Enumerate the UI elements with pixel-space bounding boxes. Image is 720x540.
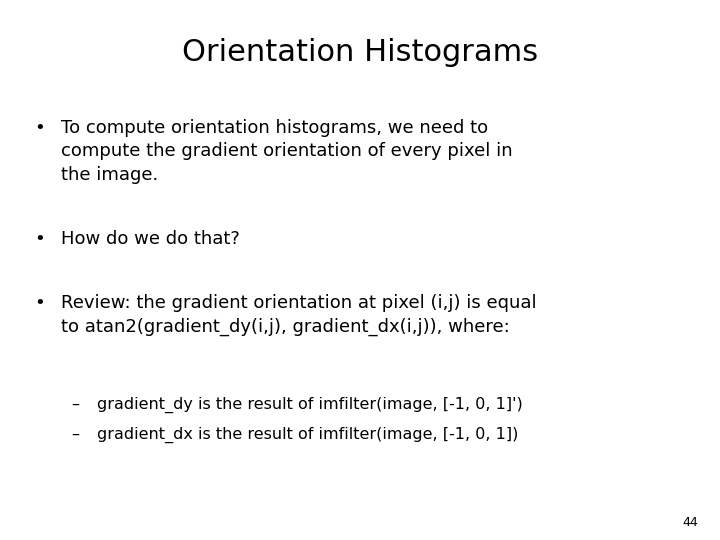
Text: gradient_dy is the result of imfilter(image, [-1, 0, 1]'): gradient_dy is the result of imfilter(im… — [97, 397, 523, 413]
Text: gradient_dx is the result of imfilter(image, [-1, 0, 1]): gradient_dx is the result of imfilter(im… — [97, 427, 518, 443]
Text: Review: the gradient orientation at pixel (i,j) is equal
to atan2(gradient_dy(i,: Review: the gradient orientation at pixe… — [61, 294, 537, 336]
Text: 44: 44 — [683, 516, 698, 529]
Text: •: • — [35, 294, 45, 312]
Text: –: – — [71, 427, 80, 442]
Text: Orientation Histograms: Orientation Histograms — [182, 38, 538, 67]
Text: –: – — [71, 397, 80, 412]
Text: How do we do that?: How do we do that? — [61, 230, 240, 247]
Text: To compute orientation histograms, we need to
compute the gradient orientation o: To compute orientation histograms, we ne… — [61, 119, 513, 184]
Text: •: • — [35, 119, 45, 137]
Text: •: • — [35, 230, 45, 247]
